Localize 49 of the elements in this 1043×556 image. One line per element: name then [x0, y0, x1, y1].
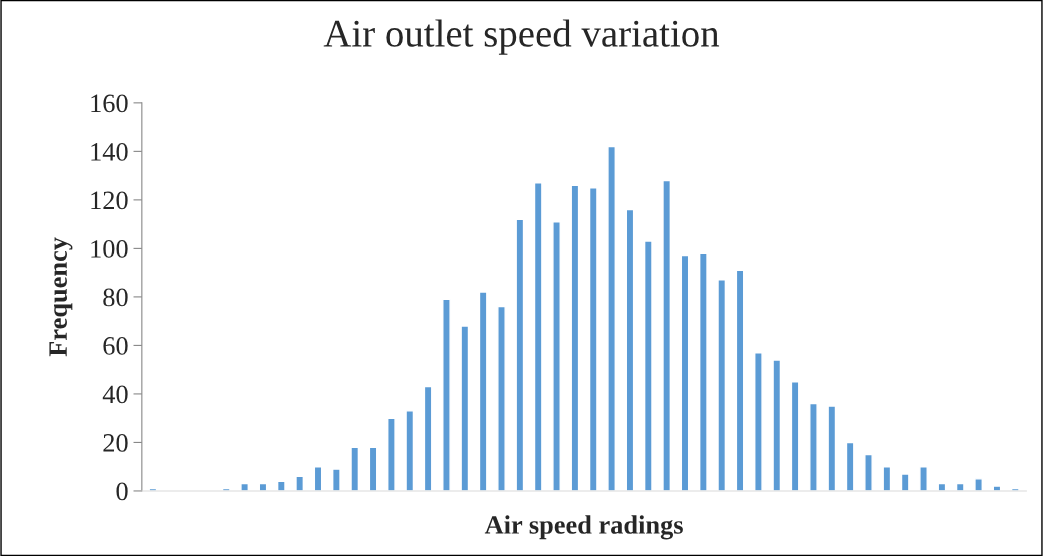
y-tick-label: 100	[91, 240, 128, 258]
bar	[533, 182, 543, 491]
bar	[662, 179, 672, 491]
bar	[754, 351, 763, 491]
bar	[552, 221, 561, 491]
bar	[625, 208, 635, 491]
bar	[790, 381, 800, 491]
bar	[331, 468, 341, 491]
bar	[643, 240, 653, 491]
y-axis-title: Frequency	[49, 237, 73, 357]
bar	[515, 218, 525, 491]
bar	[295, 475, 305, 491]
bar	[809, 402, 818, 491]
bar	[698, 252, 708, 491]
bar	[460, 325, 470, 491]
x-axis-title: Air speed radings	[484, 515, 683, 540]
bar	[827, 405, 837, 491]
bar	[276, 480, 286, 491]
bar	[240, 482, 249, 491]
y-tick-label: 120	[91, 191, 128, 210]
bar	[974, 478, 983, 491]
bar	[882, 465, 892, 491]
bar	[900, 473, 910, 491]
y-tick-label: 160	[91, 94, 128, 113]
bar	[864, 453, 873, 491]
y-tick-label: 20	[103, 434, 128, 452]
bar	[735, 269, 745, 491]
bar	[955, 482, 965, 491]
bar	[845, 441, 855, 491]
y-tick-label: 80	[103, 288, 128, 307]
bar	[570, 184, 580, 491]
bar	[350, 446, 360, 491]
bar	[405, 410, 415, 491]
y-tick-label: 140	[91, 142, 128, 161]
bar	[680, 254, 690, 491]
bar	[919, 465, 928, 491]
bar	[387, 417, 396, 491]
y-tick-label: 60	[103, 337, 128, 355]
bar	[588, 187, 598, 491]
bar	[772, 359, 782, 491]
bar	[423, 385, 433, 491]
bar	[478, 291, 488, 491]
y-tick-label: 40	[102, 385, 128, 404]
bar	[497, 305, 506, 491]
bar	[442, 298, 451, 491]
chart-title: Air outlet speed variation	[323, 19, 720, 55]
bar	[607, 145, 616, 491]
bar	[717, 279, 727, 491]
y-tick-label: 0	[116, 482, 128, 501]
